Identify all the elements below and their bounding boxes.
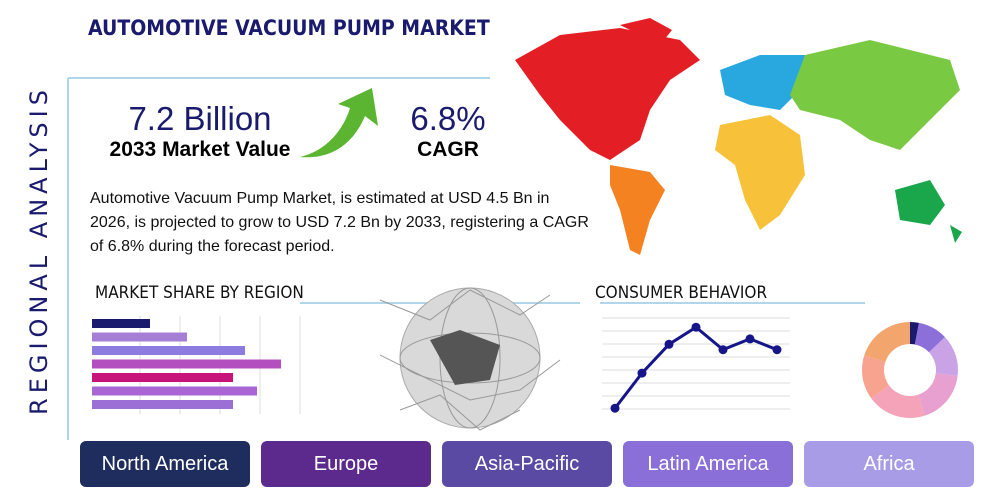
bar xyxy=(92,400,233,409)
region-button[interactable]: Africa xyxy=(804,441,974,487)
frame xyxy=(67,77,865,440)
point xyxy=(637,368,647,378)
bar xyxy=(92,359,281,369)
bar xyxy=(92,346,245,355)
donut-slice xyxy=(864,322,910,362)
donut-slice xyxy=(910,322,919,345)
point xyxy=(691,322,701,332)
point xyxy=(718,345,728,355)
region-button[interactable]: Asia-Pacific xyxy=(442,441,612,487)
donut-slice xyxy=(871,385,925,419)
point xyxy=(664,339,674,349)
region-button[interactable]: Latin America xyxy=(623,441,793,487)
donut-slice xyxy=(862,355,889,399)
stat-value: 6.8% xyxy=(410,100,486,137)
growth-arrow xyxy=(300,88,378,158)
world-map xyxy=(515,18,962,255)
donut-slice xyxy=(928,337,958,377)
bar xyxy=(92,373,233,382)
title: AUTOMOTIVE VACUUM PUMP MARKET xyxy=(88,16,490,40)
stat-label: CAGR xyxy=(417,138,479,161)
region-button[interactable]: Europe xyxy=(261,441,431,487)
point xyxy=(772,345,782,355)
bar xyxy=(92,386,257,396)
region-button[interactable]: North America xyxy=(80,441,250,487)
description: Automotive Vacuum Pump Market, is estima… xyxy=(90,190,589,255)
section-title: CONSUMER BEHAVIOR xyxy=(595,283,768,303)
stat-label: 2033 Market Value xyxy=(109,138,291,161)
section-title: MARKET SHARE BY REGION xyxy=(95,283,304,303)
donut-slice xyxy=(914,322,945,353)
point xyxy=(745,334,755,344)
donut-slice xyxy=(918,373,958,416)
side-title: REGIONAL ANALYSIS xyxy=(25,85,53,415)
bar xyxy=(92,319,150,328)
point xyxy=(610,403,620,413)
bar xyxy=(92,332,187,342)
stat-value: 7.2 Billion xyxy=(128,100,272,137)
globe-network xyxy=(379,287,561,431)
